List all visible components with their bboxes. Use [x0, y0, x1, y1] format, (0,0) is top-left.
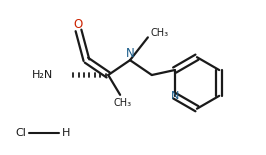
Text: N: N: [126, 47, 134, 60]
Text: CH₃: CH₃: [151, 28, 169, 38]
Text: H₂N: H₂N: [31, 70, 53, 80]
Text: Cl: Cl: [16, 128, 26, 137]
Text: N: N: [171, 91, 179, 101]
Text: CH₃: CH₃: [113, 98, 131, 108]
Text: H: H: [61, 128, 70, 137]
Text: O: O: [73, 18, 82, 31]
